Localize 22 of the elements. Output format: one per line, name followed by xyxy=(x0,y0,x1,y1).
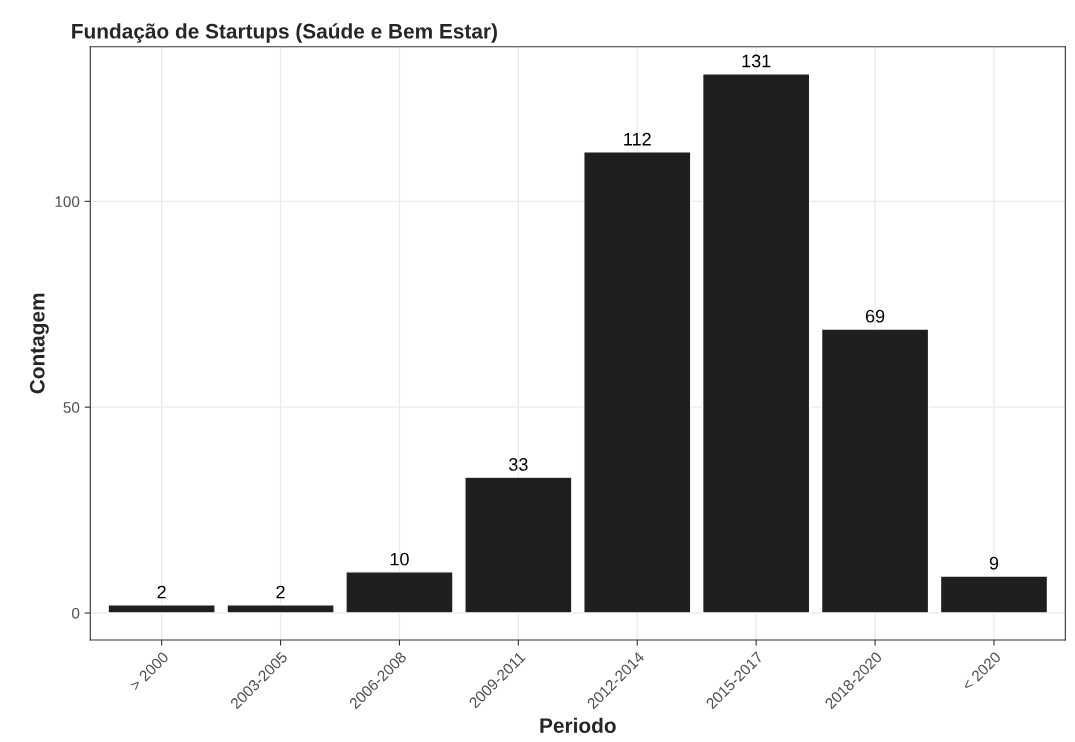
y-tick-label: 50 xyxy=(63,402,80,413)
data-label: 9 xyxy=(989,556,999,570)
data-label: 69 xyxy=(865,309,885,323)
bar xyxy=(464,476,573,614)
bar xyxy=(701,73,811,614)
y-tick-label: 100 xyxy=(55,196,80,208)
bar xyxy=(226,604,335,614)
bar xyxy=(820,328,930,614)
bar xyxy=(939,575,1049,614)
y-axis-title: Contagem xyxy=(29,293,49,394)
data-label: 10 xyxy=(390,552,409,566)
data-label: 33 xyxy=(509,458,528,471)
data-label: 2 xyxy=(276,585,285,599)
chart-title: Fundação de Startups (Saúde e Bem Estar) xyxy=(72,23,497,43)
x-axis-title: Periodo xyxy=(540,717,616,733)
bar xyxy=(345,571,454,614)
bar xyxy=(583,151,692,614)
bar xyxy=(107,604,216,614)
data-label: 2 xyxy=(157,585,166,599)
data-label: 112 xyxy=(624,132,651,146)
data-label: 131 xyxy=(742,54,771,68)
y-tick-label: 0 xyxy=(71,607,80,619)
